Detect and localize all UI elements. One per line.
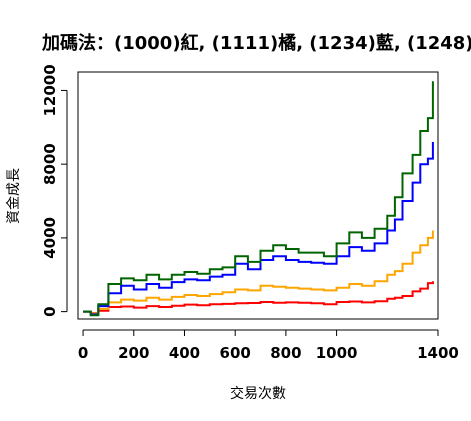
x-axis-label: 交易次數 (230, 385, 286, 402)
series-line-2 (83, 230, 434, 315)
y-tick-label: 4000 (41, 217, 59, 259)
y-axis-ticks: 0 4000 8000 12000 (41, 64, 67, 317)
chart-title: 加碼法：(1000)紅, (1111)橘, (1234)藍, (1248)綠 (41, 32, 471, 54)
y-tick-label: 8000 (41, 143, 59, 185)
series-line-3 (83, 142, 434, 316)
y-axis-label: 資金成長 (6, 168, 22, 224)
x-tick-label: 400 (169, 344, 200, 362)
y-tick-label: 0 (41, 306, 59, 316)
x-tick-label: 1000 (316, 344, 358, 362)
plot-frame (77, 71, 439, 320)
x-tick-label: 1400 (417, 344, 459, 362)
series-line-4 (83, 81, 434, 317)
x-tick-label: 0 (78, 344, 88, 362)
x-tick-label: 800 (270, 344, 301, 362)
series-line-1 (83, 281, 434, 315)
x-tick-label: 600 (220, 344, 251, 362)
series-layer (83, 81, 434, 317)
x-tick-label: 200 (118, 344, 149, 362)
y-tick-label: 12000 (41, 64, 59, 116)
x-axis-ticks: 0 200 400 600 800 1000 1400 (78, 330, 459, 362)
